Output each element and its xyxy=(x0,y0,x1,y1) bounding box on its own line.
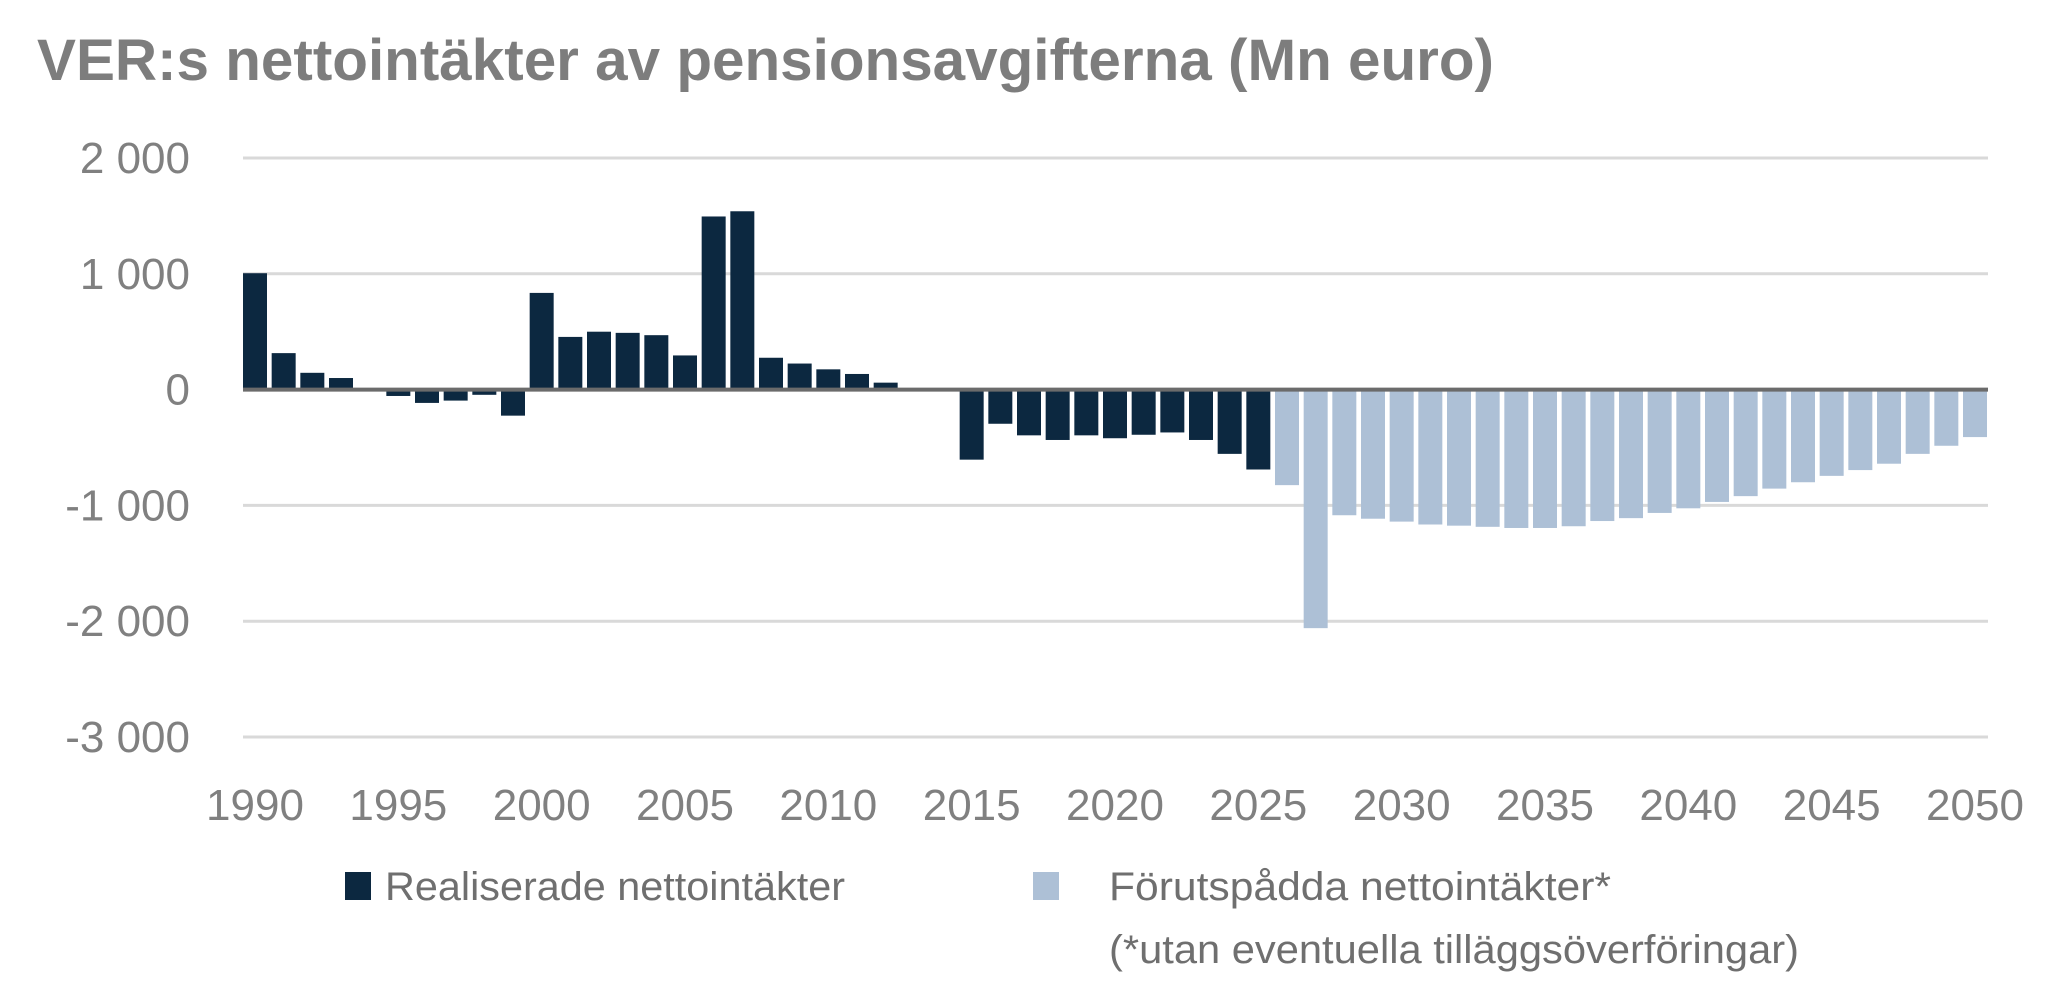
bar-2002 xyxy=(587,331,611,390)
bar-2019 xyxy=(1074,389,1099,436)
bar-2020 xyxy=(1103,389,1127,439)
bar-2000 xyxy=(529,292,554,390)
y-tick-label: 1 000 xyxy=(80,250,190,299)
bar-2017 xyxy=(1017,389,1041,436)
bar-2011 xyxy=(845,373,869,390)
legend-swatch-forecast xyxy=(1033,872,1059,900)
bar-2045 xyxy=(1819,389,1844,476)
y-tick-label: 0 xyxy=(166,366,190,415)
bar-1996 xyxy=(415,389,439,403)
bar-2046 xyxy=(1848,389,1873,471)
bar-1999 xyxy=(501,389,525,416)
x-tick-label: 2020 xyxy=(1066,781,1164,830)
bar-1991 xyxy=(271,353,296,390)
bar-1993 xyxy=(329,378,353,390)
bar-2047 xyxy=(1877,389,1901,464)
x-tick-label: 2010 xyxy=(779,781,877,830)
bar-2041 xyxy=(1705,389,1729,502)
bar-2050 xyxy=(1963,389,1987,438)
bar-1997 xyxy=(443,389,468,401)
legend-note-forecast: (*utan eventuella tilläggsöverföringar) xyxy=(1109,928,1799,972)
legend-label-forecast: Förutspådda nettointäkter* xyxy=(1109,865,1611,909)
y-tick-label: 2 000 xyxy=(80,134,190,183)
legend: Realiserade nettointäkter Förutspådda ne… xyxy=(345,865,1799,972)
bar-2033 xyxy=(1475,389,1500,527)
x-tick-label: 2015 xyxy=(923,781,1021,830)
bar-2001 xyxy=(558,336,583,390)
bar-2015 xyxy=(959,389,984,460)
bar-2024 xyxy=(1217,389,1242,454)
y-tick-label: -3 000 xyxy=(65,713,190,762)
bar-2038 xyxy=(1619,389,1643,519)
bar-2043 xyxy=(1762,389,1787,489)
bar-2030 xyxy=(1389,389,1414,522)
y-axis-ticks: 2 000 1 000 0 -1 000 -2 000 -3 000 xyxy=(65,134,190,762)
bar-2023 xyxy=(1189,389,1213,440)
x-tick-label: 2005 xyxy=(636,781,734,830)
y-tick-label: -1 000 xyxy=(65,481,190,530)
bar-2005 xyxy=(673,355,697,390)
legend-label-realised: Realiserade nettointäkter xyxy=(385,865,845,909)
bar-2039 xyxy=(1647,389,1672,513)
x-tick-label: 2045 xyxy=(1783,781,1881,830)
bar-2037 xyxy=(1590,389,1615,522)
bar-2012 xyxy=(873,382,898,390)
y-tick-label: -2 000 xyxy=(65,597,190,646)
bar-2009 xyxy=(787,363,812,390)
bar-2021 xyxy=(1131,389,1156,435)
bar-2044 xyxy=(1791,389,1815,483)
bar-2007 xyxy=(730,211,755,390)
bar-2022 xyxy=(1160,389,1185,433)
bar-2040 xyxy=(1676,389,1701,509)
bar-2008 xyxy=(759,357,783,390)
bar-2003 xyxy=(615,332,640,390)
bar-1998 xyxy=(472,389,497,395)
bar-2035 xyxy=(1533,389,1557,528)
bar-2018 xyxy=(1045,389,1070,440)
bar-2031 xyxy=(1418,389,1443,525)
bar-2034 xyxy=(1504,389,1529,528)
bar-1995 xyxy=(386,389,411,396)
gridlines xyxy=(243,156,1988,739)
bar-2006 xyxy=(701,216,726,390)
x-tick-label: 1995 xyxy=(349,781,447,830)
bar-2004 xyxy=(644,335,669,390)
bar-2028 xyxy=(1332,389,1357,516)
x-tick-label: 2050 xyxy=(1926,781,2024,830)
bar-2027 xyxy=(1303,389,1328,629)
bar-2032 xyxy=(1447,389,1471,526)
x-tick-label: 1990 xyxy=(206,781,304,830)
bar-2029 xyxy=(1361,389,1385,519)
x-tick-label: 2035 xyxy=(1496,781,1594,830)
chart-title: VER:s nettointäkter av pensionsavgiftern… xyxy=(37,28,1494,93)
x-tick-label: 2030 xyxy=(1353,781,1451,830)
bar-2016 xyxy=(988,389,1013,424)
bar-2048 xyxy=(1905,389,1930,454)
bar-1992 xyxy=(300,372,325,390)
bar-2010 xyxy=(816,369,841,390)
bar-2049 xyxy=(1934,389,1959,446)
x-axis-ticks: 1990 1995 2000 2005 2010 2015 2020 2025 2030 2035… xyxy=(206,781,2024,830)
bar-2025 xyxy=(1246,389,1271,470)
bars xyxy=(243,211,1987,629)
bar-2026 xyxy=(1275,389,1299,486)
x-tick-label: 2040 xyxy=(1639,781,1737,830)
x-tick-label: 2025 xyxy=(1209,781,1307,830)
x-tick-label: 2000 xyxy=(493,781,591,830)
bar-2042 xyxy=(1733,389,1758,497)
bar-1990 xyxy=(243,273,267,390)
legend-swatch-realised xyxy=(345,872,371,900)
bar-2036 xyxy=(1561,389,1586,527)
